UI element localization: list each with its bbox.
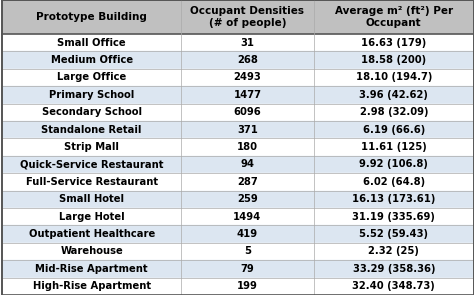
Text: Full-Service Restaurant: Full-Service Restaurant: [26, 177, 158, 187]
Bar: [313, 260, 474, 278]
Bar: [313, 225, 474, 243]
Text: 11.61 (125): 11.61 (125): [361, 142, 427, 152]
Text: 16.13 (173.61): 16.13 (173.61): [352, 194, 436, 204]
Bar: [2, 243, 182, 260]
Text: 5: 5: [244, 247, 251, 256]
Text: Prototype Building: Prototype Building: [36, 12, 147, 22]
Bar: [2, 173, 182, 191]
Bar: [2, 138, 182, 156]
Text: 16.63 (179): 16.63 (179): [361, 38, 427, 47]
Bar: [313, 86, 474, 104]
Bar: [182, 243, 313, 260]
Bar: [313, 104, 474, 121]
Text: Average m² (ft²) Per
Occupant: Average m² (ft²) Per Occupant: [335, 6, 453, 28]
Text: Strip Mall: Strip Mall: [64, 142, 119, 152]
Text: 6.19 (66.6): 6.19 (66.6): [363, 125, 425, 135]
Bar: [2, 34, 182, 51]
Text: Medium Office: Medium Office: [51, 55, 133, 65]
Text: Large Hotel: Large Hotel: [59, 212, 125, 222]
Bar: [182, 104, 313, 121]
Text: 2493: 2493: [234, 73, 261, 82]
Bar: [2, 191, 182, 208]
Text: 2.98 (32.09): 2.98 (32.09): [359, 107, 428, 117]
Text: 199: 199: [237, 281, 258, 291]
Bar: [313, 138, 474, 156]
Bar: [182, 86, 313, 104]
Bar: [2, 104, 182, 121]
Text: 31: 31: [240, 38, 255, 47]
Text: 1477: 1477: [233, 90, 262, 100]
Text: 18.58 (200): 18.58 (200): [361, 55, 426, 65]
Text: 79: 79: [240, 264, 254, 274]
Text: 32.40 (348.73): 32.40 (348.73): [352, 281, 435, 291]
Text: 9.92 (106.8): 9.92 (106.8): [359, 160, 428, 169]
Bar: [182, 0, 313, 34]
Bar: [182, 121, 313, 138]
Text: Secondary School: Secondary School: [42, 107, 142, 117]
Bar: [182, 191, 313, 208]
Text: Primary School: Primary School: [49, 90, 134, 100]
Text: Small Hotel: Small Hotel: [59, 194, 124, 204]
Text: 5.52 (59.43): 5.52 (59.43): [359, 229, 428, 239]
Bar: [182, 173, 313, 191]
Text: 31.19 (335.69): 31.19 (335.69): [352, 212, 435, 222]
Bar: [2, 51, 182, 69]
Bar: [2, 121, 182, 138]
Text: Outpatient Healthcare: Outpatient Healthcare: [28, 229, 155, 239]
Text: 268: 268: [237, 55, 258, 65]
Text: 259: 259: [237, 194, 258, 204]
Bar: [2, 208, 182, 225]
Text: Warehouse: Warehouse: [60, 247, 123, 256]
Bar: [2, 69, 182, 86]
Text: 18.10 (194.7): 18.10 (194.7): [356, 73, 432, 82]
Bar: [313, 278, 474, 295]
Text: Small Office: Small Office: [57, 38, 126, 47]
Bar: [182, 156, 313, 173]
Text: 2.32 (25): 2.32 (25): [368, 247, 419, 256]
Text: 94: 94: [240, 160, 255, 169]
Bar: [182, 208, 313, 225]
Bar: [313, 0, 474, 34]
Text: 180: 180: [237, 142, 258, 152]
Bar: [182, 260, 313, 278]
Bar: [2, 260, 182, 278]
Bar: [313, 243, 474, 260]
Bar: [182, 34, 313, 51]
Bar: [313, 34, 474, 51]
Text: 1494: 1494: [233, 212, 262, 222]
Bar: [2, 278, 182, 295]
Bar: [313, 51, 474, 69]
Text: High-Rise Apartment: High-Rise Apartment: [33, 281, 151, 291]
Bar: [2, 156, 182, 173]
Text: Large Office: Large Office: [57, 73, 126, 82]
Text: Quick-Service Restaurant: Quick-Service Restaurant: [20, 160, 164, 169]
Bar: [313, 156, 474, 173]
Text: Standalone Retail: Standalone Retail: [41, 125, 142, 135]
Text: 287: 287: [237, 177, 258, 187]
Bar: [182, 278, 313, 295]
Text: Occupant Densities
(# of people): Occupant Densities (# of people): [191, 6, 304, 28]
Bar: [2, 86, 182, 104]
Text: 419: 419: [237, 229, 258, 239]
Text: 3.96 (42.62): 3.96 (42.62): [359, 90, 428, 100]
Text: Mid-Rise Apartment: Mid-Rise Apartment: [36, 264, 148, 274]
Bar: [313, 69, 474, 86]
Text: 371: 371: [237, 125, 258, 135]
Bar: [313, 191, 474, 208]
Bar: [182, 51, 313, 69]
Text: 6.02 (64.8): 6.02 (64.8): [363, 177, 425, 187]
Bar: [2, 0, 182, 34]
Bar: [313, 173, 474, 191]
Bar: [182, 138, 313, 156]
Bar: [313, 121, 474, 138]
Bar: [182, 69, 313, 86]
Bar: [313, 208, 474, 225]
Text: 6096: 6096: [234, 107, 261, 117]
Bar: [2, 225, 182, 243]
Text: 33.29 (358.36): 33.29 (358.36): [353, 264, 435, 274]
Bar: [182, 225, 313, 243]
